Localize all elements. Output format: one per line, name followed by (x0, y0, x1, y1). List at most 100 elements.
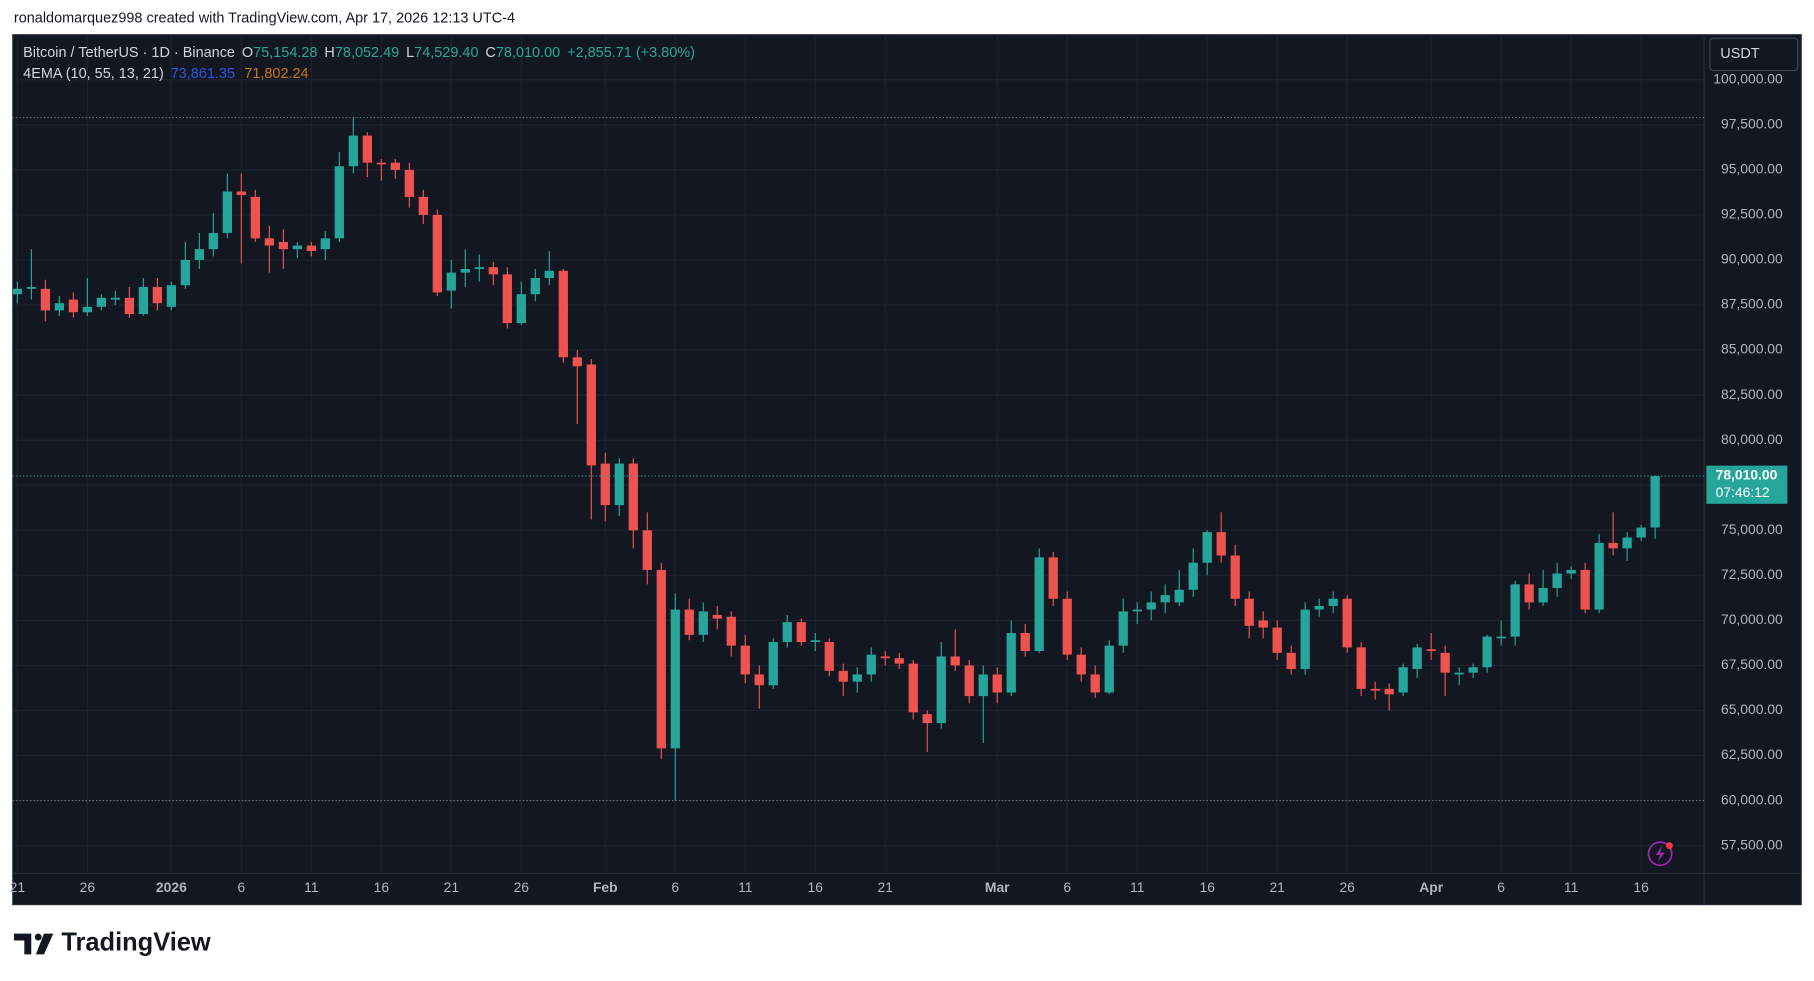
x-tick-label: 21 (10, 879, 26, 895)
candle-body (278, 241, 288, 250)
candle-body (96, 297, 107, 307)
last-price-box (1706, 465, 1788, 504)
candle-body (586, 364, 596, 466)
candle-body (1412, 647, 1422, 670)
candle-body (1062, 598, 1072, 655)
y-tick-label: 82,500.00 (1721, 386, 1783, 402)
candle-body (1272, 627, 1282, 653)
candle-body (1202, 532, 1212, 563)
candle-body (1104, 645, 1114, 693)
candle-body (1356, 647, 1366, 689)
candle-body (1118, 611, 1128, 646)
candle-body (110, 297, 121, 300)
candle-body (1594, 542, 1604, 610)
x-tick-label: 16 (1633, 879, 1649, 895)
candle-body (852, 674, 862, 682)
candle-body (68, 299, 79, 313)
candle-body (194, 249, 204, 260)
x-tick-label: Mar (985, 879, 1010, 895)
candle-body (740, 645, 750, 675)
candle-body (726, 616, 736, 646)
x-tick-label: 2026 (156, 879, 187, 895)
x-tick-label: 11 (1564, 879, 1579, 895)
candle-body (1370, 688, 1380, 691)
candle-body (1566, 569, 1576, 574)
y-tick-label: 65,000.00 (1721, 701, 1783, 717)
ohlc-key: H (324, 45, 334, 61)
candle-body (992, 674, 1002, 693)
candle-body (614, 463, 624, 506)
candle-body (1020, 633, 1030, 652)
candle-body (1398, 667, 1408, 693)
candle-body (460, 268, 470, 273)
overlay: 57,500.00 60,000.00 62,500.00 65,000.00 67,5… (10, 45, 1788, 895)
x-tick-label: 21 (1269, 879, 1285, 895)
candle-body (1524, 584, 1534, 603)
candle-body (292, 245, 302, 250)
candle-body (166, 285, 176, 307)
candle-body (1510, 584, 1520, 637)
x-tick-label: 16 (374, 879, 390, 895)
y-tick-label: 92,500.00 (1721, 206, 1783, 222)
brand: TradingView (61, 929, 211, 957)
candle-body (1006, 633, 1016, 693)
currency: USDT (1720, 46, 1760, 62)
x-tick-label: 26 (1339, 879, 1355, 895)
candle-body (810, 640, 820, 643)
candle-body (1146, 602, 1156, 610)
caption: ronaldomarquez998 created with TradingVi… (14, 10, 515, 26)
indicator-value: 73,861.35 (171, 66, 235, 82)
candle-body (208, 232, 218, 250)
countdown: 07:46:12 (1716, 484, 1770, 500)
y-tick-label: 97,500.00 (1721, 115, 1783, 131)
candle-body (348, 135, 358, 167)
candle-body (572, 357, 582, 367)
x-tick-label: 11 (738, 879, 753, 895)
candle-body (1622, 537, 1632, 549)
y-tick-label: 85,000.00 (1721, 341, 1783, 357)
candle-body (250, 196, 260, 239)
x-tick-label: 26 (80, 879, 96, 895)
brand-logo (13, 933, 54, 955)
candle-body (894, 658, 904, 664)
x-tick-label: 21 (444, 879, 460, 895)
candle-body (306, 245, 316, 251)
candle-body (1174, 589, 1184, 603)
candle-body (1160, 595, 1170, 603)
candle-body (544, 270, 554, 278)
plot (12, 117, 1660, 801)
candle-body (824, 642, 834, 671)
y-tick-label: 72,500.00 (1721, 566, 1783, 582)
ohlc-value: 78,010.00 (496, 45, 560, 61)
candle-body (1328, 598, 1338, 606)
ohlc-key: O (242, 45, 253, 61)
candle-body (26, 287, 37, 289)
candle-body (530, 277, 540, 295)
y-tick-label: 67,500.00 (1721, 656, 1783, 672)
candle-body (922, 714, 932, 724)
currency-box[interactable] (1709, 37, 1799, 72)
candle-body (152, 287, 162, 304)
logo-slash (35, 933, 54, 955)
candle-body (1300, 609, 1310, 670)
candle-body (1048, 557, 1058, 599)
chart-panel (12, 34, 1802, 906)
x-tick-label: 26 (514, 879, 530, 895)
ohlc-key: L (406, 45, 414, 61)
indicator-label: 4EMA (10, 55, 13, 21) (23, 66, 164, 82)
ohlc-value: 74,529.40 (414, 45, 478, 61)
candle-body (796, 622, 806, 643)
x-tick-label: 16 (1199, 879, 1215, 895)
grid (12, 34, 1705, 874)
y-tick-label: 80,000.00 (1721, 431, 1783, 447)
candle-body (558, 270, 568, 358)
candle-body (1538, 587, 1548, 603)
candle-body (1090, 674, 1100, 693)
candle-body (628, 463, 638, 531)
candle-body (1650, 476, 1660, 528)
icon-dot (1665, 842, 1673, 850)
candle-body (82, 306, 93, 313)
lightning-icon[interactable] (1647, 841, 1673, 867)
